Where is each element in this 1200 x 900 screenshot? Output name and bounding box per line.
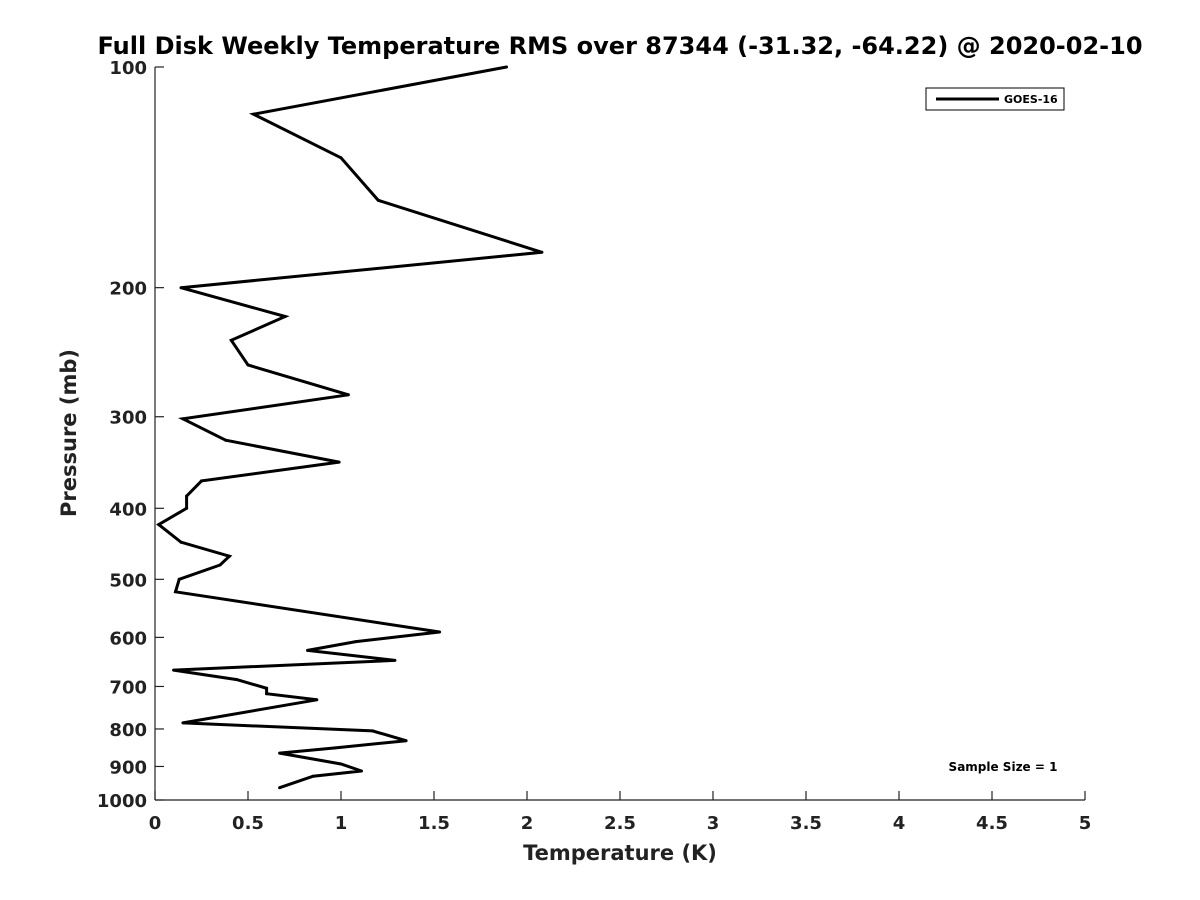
x-tick-label: 3.5 (790, 813, 822, 834)
data-point (227, 554, 231, 558)
data-point (172, 668, 176, 672)
data-point (306, 648, 309, 652)
data-point (200, 479, 203, 483)
data-point (283, 315, 287, 318)
data-point (177, 577, 181, 581)
data-point (229, 338, 233, 342)
y-tick-label: 500 (109, 570, 147, 591)
data-point (339, 762, 343, 766)
data-point (174, 590, 177, 594)
data-point (224, 438, 228, 442)
chart-title: Full Disk Weekly Temperature RMS over 87… (97, 32, 1142, 60)
series-line-goes-16 (156, 65, 543, 790)
x-tick-label: 2 (521, 813, 534, 834)
data-point (333, 746, 337, 750)
data-point (235, 678, 239, 682)
data-point (311, 774, 315, 778)
data-point (181, 417, 185, 421)
x-tick-label: 2.5 (604, 813, 636, 834)
data-point (354, 640, 358, 644)
data-point (157, 523, 161, 527)
y-tick-label: 400 (109, 499, 147, 520)
data-point (346, 393, 350, 397)
x-tick-label: 1 (335, 813, 348, 834)
y-tick-label: 800 (109, 720, 147, 741)
data-point (179, 286, 183, 290)
series-group (156, 65, 544, 790)
legend-label: GOES-16 (1004, 93, 1058, 106)
x-tick-label: 1.5 (418, 813, 450, 834)
y-tick-label: 300 (109, 408, 147, 429)
data-point (438, 630, 442, 634)
x-tick-label: 0.5 (232, 813, 264, 834)
data-point (505, 65, 508, 69)
data-point (185, 494, 189, 498)
data-point (393, 658, 397, 662)
data-point (218, 563, 222, 567)
data-point (371, 729, 375, 733)
y-tick-label: 700 (109, 677, 147, 698)
data-point (540, 250, 544, 254)
y-axis-label: Pressure (mb) (57, 349, 81, 517)
x-tick-label: 5 (1079, 813, 1092, 834)
x-tick-label: 4.5 (976, 813, 1008, 834)
data-point (339, 156, 343, 160)
x-tick-group: 0 0.5 1 1.5 2 2.5 3 3.5 4 4.5 5 (149, 791, 1092, 834)
y-tick-group: 100 200 300 400 500 600 700 800 900 1000 (97, 58, 164, 812)
data-point (181, 721, 185, 725)
data-point (252, 112, 256, 116)
data-point (337, 460, 341, 464)
x-tick-label: 0 (149, 813, 162, 834)
data-point (179, 540, 183, 544)
data-point (265, 686, 269, 690)
y-tick-label: 200 (109, 279, 147, 300)
y-tick-label: 1000 (97, 791, 147, 812)
data-point (404, 739, 408, 743)
data-point (246, 363, 250, 367)
x-tick-label: 3 (707, 813, 720, 834)
y-tick-label: 600 (109, 628, 147, 649)
data-point (185, 506, 189, 510)
x-axis-label: Temperature (K) (523, 841, 717, 865)
y-tick-label: 900 (109, 757, 147, 778)
legend: GOES-16 (925, 87, 1065, 111)
y-tick-label: 100 (109, 58, 147, 79)
data-point (265, 692, 269, 696)
x-tick-label: 4 (893, 813, 906, 834)
data-point (278, 786, 282, 790)
data-point (278, 751, 282, 755)
data-point (376, 198, 380, 202)
data-point (360, 769, 363, 773)
data-point (315, 698, 319, 702)
sample-size-annotation: Sample Size = 1 (949, 760, 1058, 774)
